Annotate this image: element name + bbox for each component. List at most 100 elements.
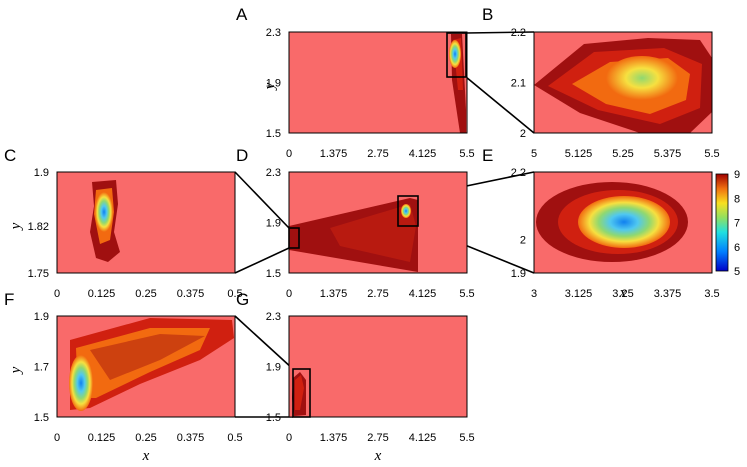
panel-c-xtick: 0.25	[135, 288, 156, 300]
tick-labels: A 0 1.375 2.75 4.125 5.5 1.5 1.9 2.3 B 5 5.125 5.25 5…	[4, 5, 720, 444]
panel-d	[288, 171, 468, 274]
panel-f-hotspot	[69, 355, 93, 411]
panel-c-ylabel: y	[8, 222, 24, 231]
panel-f-xtick: 0.25	[135, 432, 156, 444]
panel-e-xtick: 3.125	[565, 288, 593, 300]
connector-a-b-bottom	[465, 76, 535, 134]
panel-g-ytick: 1.9	[266, 362, 281, 374]
panel-a-xtick: 4.125	[409, 148, 437, 160]
panel-g-xtick: 1.375	[320, 432, 348, 444]
panel-f	[56, 315, 236, 418]
panel-f-frame	[56, 315, 236, 418]
panel-b-xtick: 5.25	[612, 148, 633, 160]
panel-c-frame	[56, 171, 236, 274]
panel-a-ylabel: y	[262, 82, 278, 91]
panel-d-xtick: 0	[286, 288, 292, 300]
panel-g-xtick: 5.5	[459, 432, 474, 444]
panel-e-xtick: 3.25	[612, 288, 633, 300]
panel-e-ytick: 2	[520, 234, 526, 246]
connector-c-d-top	[234, 171, 290, 229]
panel-c-ytick: 1.9	[34, 167, 49, 179]
panel-a-xtick: 2.75	[367, 148, 388, 160]
panel-a-xtick: 5.5	[459, 148, 474, 160]
panel-d-plume-inner	[330, 204, 416, 262]
panel-g-xlabel: x	[374, 448, 382, 464]
panel-b-ytick: 2	[520, 128, 526, 140]
panel-f-xlabel: x	[142, 448, 150, 464]
panel-c-hotspot	[95, 192, 113, 232]
panel-e-xtick: 3.5	[704, 288, 719, 300]
panel-b-ytick: 2.1	[511, 78, 526, 90]
panel-d-ytick: 2.3	[266, 167, 281, 179]
panel-c-xtick: 0.375	[177, 288, 205, 300]
panel-b-hotspot	[606, 56, 678, 100]
panel-c-background	[57, 172, 235, 273]
panel-e-ytick: 1.9	[511, 268, 526, 280]
panel-c	[56, 171, 236, 274]
panel-c-xtick: 0.5	[227, 288, 242, 300]
panel-c-ytick: 1.75	[28, 268, 49, 280]
panel-c-ytick: 1.82	[28, 221, 49, 233]
panel-f-ytick: 1.5	[34, 412, 49, 424]
panel-g-xtick: 0	[286, 432, 292, 444]
panel-d-xtick: 1.375	[320, 288, 348, 300]
panel-b-xtick: 5.5	[704, 148, 719, 160]
panel-b-xtick: 5.125	[565, 148, 593, 160]
panel-g-xtick: 4.125	[409, 432, 437, 444]
panel-c-xtick: 0	[54, 288, 60, 300]
panel-a-zoom-box	[446, 32, 467, 78]
panel-c-label: C	[4, 146, 16, 165]
panel-a-ytick: 1.9	[266, 78, 281, 90]
colorbar-tick: 7	[734, 218, 740, 230]
panel-g-ytick: 2.3	[266, 311, 281, 323]
colorbar	[715, 173, 729, 272]
panel-a-xtick: 0	[286, 148, 292, 160]
panel-g-ytick: 1.5	[266, 412, 281, 424]
panel-e-hotspot	[578, 196, 670, 248]
colorbar-tick: 8	[734, 193, 740, 205]
panel-f-label: F	[4, 290, 14, 309]
panel-c-xtick: 0.125	[88, 288, 116, 300]
panel-e-ytick: 2.2	[511, 167, 526, 179]
colorbar-tick: 9	[734, 169, 740, 181]
panel-f-xtick: 0.125	[88, 432, 116, 444]
panel-g-xtick: 2.75	[367, 432, 388, 444]
colorbar-tick-labels: 5 6 7 8 9	[734, 169, 740, 278]
panel-b-ytick: 2.2	[511, 27, 526, 39]
panel-f-xtick: 0.375	[177, 432, 205, 444]
panel-f-ytick: 1.7	[34, 362, 49, 374]
panel-a-ytick: 2.3	[266, 27, 281, 39]
panel-f-ylabel: y	[8, 366, 24, 375]
panel-d-ytick: 1.5	[266, 268, 281, 280]
panel-g	[288, 315, 468, 418]
panel-b	[533, 31, 713, 134]
panel-f-plume-orange	[76, 328, 210, 398]
connector-f-g-top	[234, 315, 294, 370]
panel-e	[533, 171, 729, 274]
panel-f-xtick: 0.5	[227, 432, 242, 444]
panel-d-frame	[288, 171, 468, 274]
panel-d-xtick: 2.75	[367, 288, 388, 300]
colorbar-tick: 5	[734, 266, 740, 278]
panel-g-background	[289, 316, 467, 417]
panel-a-hotspot	[449, 40, 461, 68]
panel-e-label: E	[482, 146, 493, 165]
panel-a-background	[289, 32, 467, 133]
panel-f-ytick: 1.9	[34, 311, 49, 323]
panel-a-xtick: 1.375	[320, 148, 348, 160]
panel-b-frame	[533, 31, 713, 134]
panel-g-label: G	[236, 290, 249, 309]
panel-f-xtick: 0	[54, 432, 60, 444]
panel-d-zoom-box-right	[397, 195, 419, 227]
panel-e-xlabel: x	[619, 285, 627, 301]
panel-d-xtick: 5.5	[459, 288, 474, 300]
panel-d-label: D	[236, 146, 248, 165]
panel-g-plume-inner	[295, 375, 304, 410]
connector-a-b-top	[465, 31, 535, 34]
panel-a-frame	[288, 31, 468, 134]
panel-f-plume-dark	[90, 334, 205, 380]
panel-a-label: A	[236, 5, 248, 24]
colorbar-tick: 6	[734, 242, 740, 254]
panel-b-xtick: 5	[531, 148, 537, 160]
